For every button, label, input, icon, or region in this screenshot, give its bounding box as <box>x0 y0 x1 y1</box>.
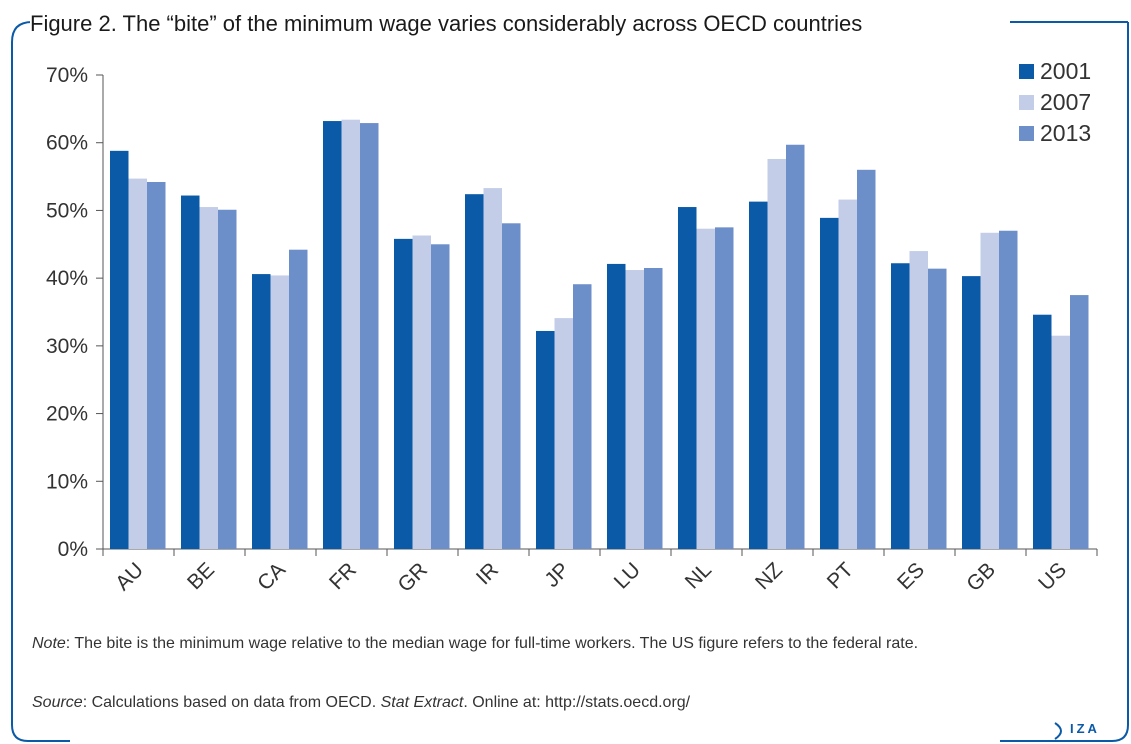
x-tick-label: LU <box>610 558 645 593</box>
y-tick-label: 50% <box>46 199 88 222</box>
y-tick-label: 30% <box>46 335 88 358</box>
legend-label-2013: 2013 <box>1040 120 1091 146</box>
bar-be-2007 <box>199 207 218 550</box>
bar-ca-2007 <box>270 275 289 549</box>
bar-nz-2001 <box>749 201 768 549</box>
x-tick-label: CA <box>253 558 290 595</box>
bar-be-2013 <box>218 209 237 549</box>
bar-lu-2001 <box>607 263 626 549</box>
source-text-1: : Calculations based on data from OECD. <box>82 694 381 711</box>
bar-jp-2007 <box>554 318 573 549</box>
bar-lu-2007 <box>625 270 644 549</box>
bar-fr-2001 <box>323 121 342 549</box>
bar-gr-2013 <box>431 244 450 550</box>
bar-ir-2001 <box>465 194 484 550</box>
x-tick-label: BE <box>183 558 219 594</box>
bar-pt-2001 <box>820 217 839 549</box>
bar-gr-2007 <box>412 235 431 550</box>
bar-nl-2013 <box>715 227 734 549</box>
chart-bars <box>110 119 1089 550</box>
bar-fr-2013 <box>360 123 379 549</box>
y-tick-label: 70% <box>46 64 88 87</box>
bar-jp-2001 <box>536 330 555 549</box>
bar-es-2007 <box>909 251 928 550</box>
figure-source: Source: Calculations based on data from … <box>32 693 690 713</box>
bar-jp-2013 <box>573 284 592 549</box>
bar-lu-2013 <box>644 267 663 549</box>
note-text: : The bite is the minimum wage relative … <box>65 635 919 652</box>
legend-label-2001: 2001 <box>1040 58 1091 84</box>
x-tick-label: JP <box>540 558 574 592</box>
bar-chart: 0% 10% 20% 30% 40% 50% 60% 70% AU BE CA FR GR IR JP LU… <box>46 58 1098 597</box>
bar-nz-2007 <box>767 158 786 550</box>
iza-logo-mark-icon <box>1054 722 1062 740</box>
bar-gb-2013 <box>999 230 1018 549</box>
x-tick-label: AU <box>111 558 148 595</box>
x-tick-label: GB <box>962 558 1000 596</box>
bar-nl-2001 <box>678 207 697 550</box>
bar-es-2013 <box>928 268 947 549</box>
source-label: Source <box>32 694 83 711</box>
bar-nz-2013 <box>786 144 805 549</box>
iza-logo-text: IZA <box>1070 721 1100 736</box>
chart-legend: 2001 2007 2013 <box>1019 58 1091 146</box>
bar-us-2013 <box>1070 295 1089 549</box>
x-tick-label: ES <box>893 558 929 594</box>
legend-label-2007: 2007 <box>1040 89 1091 115</box>
bar-ca-2001 <box>252 274 271 549</box>
bar-be-2001 <box>181 195 200 549</box>
y-tick-label: 10% <box>46 470 88 493</box>
bar-au-2001 <box>110 150 129 549</box>
bar-nl-2007 <box>696 228 715 549</box>
iza-logo: IZA <box>1052 720 1122 742</box>
x-tick-label: GR <box>393 558 432 597</box>
source-text-2: . Online at: http://stats.oecd.org/ <box>463 694 691 711</box>
legend-swatch-2001 <box>1019 64 1034 79</box>
bar-gb-2007 <box>980 232 999 549</box>
figure-note: Note: The bite is the minimum wage relat… <box>32 632 1092 655</box>
x-tick-labels: AU BE CA FR GR IR JP LU NL NZ PT ES GB US <box>111 558 1071 597</box>
x-tick-label: IR <box>472 558 503 589</box>
legend-swatch-2013 <box>1019 126 1034 141</box>
bar-ca-2013 <box>289 249 308 549</box>
bar-ir-2013 <box>502 223 521 549</box>
bar-pt-2007 <box>838 199 857 549</box>
x-tick-label: NZ <box>751 558 787 594</box>
bar-us-2007 <box>1051 335 1070 549</box>
y-tick-label: 60% <box>46 132 88 155</box>
legend-swatch-2007 <box>1019 95 1034 110</box>
figure-title: Figure 2. The “bite” of the minimum wage… <box>30 10 869 38</box>
bar-pt-2013 <box>857 169 876 550</box>
x-tick-label: FR <box>325 558 361 594</box>
bar-ir-2007 <box>483 188 502 549</box>
bar-gb-2001 <box>962 276 981 549</box>
source-italic: Stat Extract <box>380 694 464 711</box>
note-label: Note <box>32 635 66 652</box>
x-tick-label: US <box>1034 558 1071 595</box>
x-tick-label: NL <box>681 558 716 593</box>
bar-us-2001 <box>1033 314 1052 549</box>
y-tick-label: 40% <box>46 267 88 290</box>
bar-au-2013 <box>147 181 166 549</box>
bar-es-2001 <box>891 263 910 549</box>
bar-gr-2001 <box>394 238 413 549</box>
x-tick-label: PT <box>823 558 858 593</box>
bar-au-2007 <box>128 178 147 550</box>
y-tick-label: 0% <box>58 538 88 561</box>
y-tick-label: 20% <box>46 403 88 426</box>
bar-fr-2007 <box>341 119 360 549</box>
